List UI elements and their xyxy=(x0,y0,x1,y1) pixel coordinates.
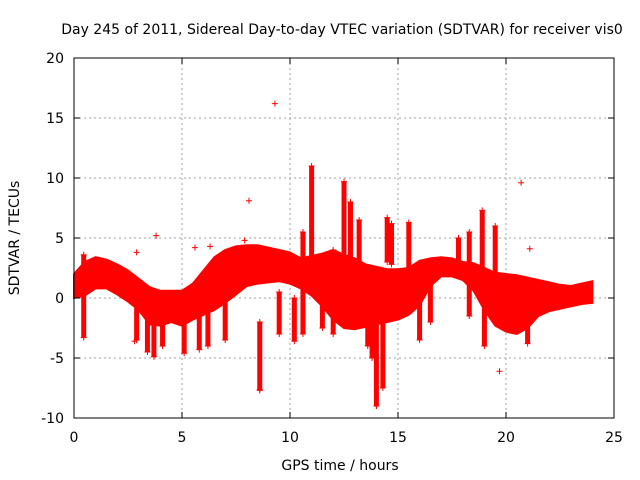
data-point xyxy=(276,289,283,295)
data-point xyxy=(256,319,263,325)
x-tick-label: 0 xyxy=(70,430,79,446)
data-point xyxy=(207,243,214,250)
data-point xyxy=(181,307,188,313)
data-point xyxy=(150,307,157,313)
y-tick-label: 0 xyxy=(55,291,64,307)
data-point xyxy=(455,259,462,265)
x-tick-label: 25 xyxy=(605,430,623,446)
y-tick-label: -5 xyxy=(50,351,64,367)
data-point xyxy=(369,283,376,289)
data-point xyxy=(347,265,354,271)
data-point xyxy=(131,338,138,345)
data-point xyxy=(416,337,423,343)
data-point xyxy=(455,235,462,241)
data-point xyxy=(524,340,531,347)
data-point xyxy=(518,179,525,186)
data-point xyxy=(241,237,248,244)
data-point xyxy=(526,245,533,252)
data-point xyxy=(245,197,252,204)
data-point xyxy=(373,403,380,409)
data-point xyxy=(319,325,326,331)
data-point xyxy=(356,217,363,223)
chart-title: Day 245 of 2011, Sidereal Day-to-day VTE… xyxy=(61,22,623,38)
data-point xyxy=(144,349,151,355)
data-point xyxy=(405,219,412,226)
data-point xyxy=(330,247,337,253)
data-point xyxy=(319,265,326,271)
data-point xyxy=(308,163,315,169)
data-point xyxy=(379,313,386,319)
y-tick-label: -10 xyxy=(41,411,64,427)
y-tick-label: 15 xyxy=(46,111,64,127)
data-point xyxy=(299,229,306,235)
data-point xyxy=(466,229,473,235)
data-point xyxy=(196,304,203,311)
x-tick-label: 15 xyxy=(389,430,407,446)
data-point xyxy=(388,261,395,268)
data-point xyxy=(416,283,423,289)
data-point xyxy=(379,385,386,391)
data-points xyxy=(73,100,594,409)
data-point xyxy=(222,337,229,343)
data-point xyxy=(308,271,315,277)
x-axis-label: GPS time / hours xyxy=(281,458,398,474)
data-point xyxy=(405,265,412,271)
data-point xyxy=(299,331,306,337)
data-point xyxy=(150,353,157,360)
data-point xyxy=(133,249,140,256)
data-point xyxy=(291,338,298,345)
data-point xyxy=(256,386,263,393)
data-point xyxy=(384,214,391,221)
data-point xyxy=(271,100,278,107)
y-tick-label: 20 xyxy=(46,51,64,67)
data-point xyxy=(133,295,140,301)
data-point xyxy=(196,346,203,353)
data-point xyxy=(356,271,363,277)
data-point xyxy=(427,319,434,325)
data-point xyxy=(204,295,211,301)
data-point xyxy=(524,295,531,301)
data-point xyxy=(496,368,503,375)
data-point xyxy=(159,313,166,319)
x-tick-label: 5 xyxy=(178,430,187,446)
data-point xyxy=(204,343,211,349)
y-tick-label: 10 xyxy=(46,171,64,187)
data-point xyxy=(144,295,151,301)
data-point xyxy=(466,313,473,319)
data-point xyxy=(80,334,87,341)
data-point xyxy=(427,277,434,283)
data-point xyxy=(347,199,354,205)
x-tick-label: 20 xyxy=(497,430,515,446)
data-point xyxy=(341,259,347,265)
data-point xyxy=(222,289,229,295)
data-point xyxy=(191,244,198,251)
data-point xyxy=(481,283,488,289)
data-point xyxy=(492,223,499,229)
data-point xyxy=(291,295,298,301)
data-point xyxy=(388,220,395,227)
y-tick-label: 5 xyxy=(55,231,64,247)
data-point xyxy=(492,283,499,289)
data-point xyxy=(276,331,283,337)
data-point xyxy=(479,207,486,214)
data-point xyxy=(364,271,371,277)
data-point xyxy=(330,331,337,337)
data-point xyxy=(373,319,380,325)
data-point xyxy=(481,343,488,349)
data-point xyxy=(181,350,188,357)
data-point xyxy=(80,251,87,258)
data-point xyxy=(153,232,160,239)
x-tick-label: 10 xyxy=(281,430,299,446)
data-point xyxy=(159,343,166,349)
data-point xyxy=(341,178,347,185)
axis-ticks: 0 5 10 15 20 25 -10 -5 0 5 10 15 20 xyxy=(41,51,623,446)
y-axis-label: SDTVAR / TECUs xyxy=(7,181,23,296)
